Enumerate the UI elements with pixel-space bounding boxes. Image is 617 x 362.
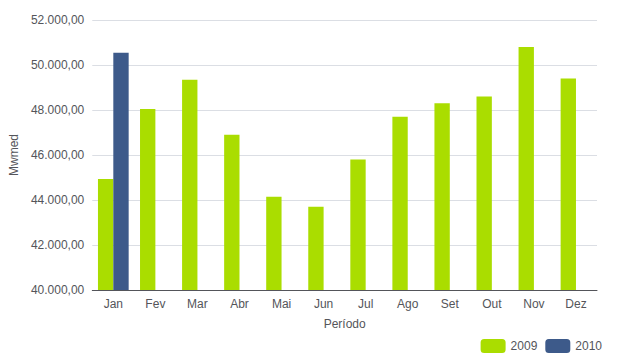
svg-text:Out: Out: [482, 297, 502, 311]
svg-text:Mai: Mai: [272, 297, 291, 311]
svg-text:Ago: Ago: [397, 297, 419, 311]
svg-text:Set: Set: [441, 297, 460, 311]
svg-text:Abr: Abr: [230, 297, 249, 311]
svg-text:Dez: Dez: [565, 297, 586, 311]
svg-text:Mwmed: Mwmed: [7, 134, 21, 176]
svg-text:52.000,00: 52.000,00: [31, 13, 85, 27]
svg-text:42.000,00: 42.000,00: [31, 238, 85, 252]
svg-text:Jun: Jun: [314, 297, 333, 311]
svg-text:Jan: Jan: [104, 297, 123, 311]
svg-text:48.000,00: 48.000,00: [31, 103, 85, 117]
svg-text:46.000,00: 46.000,00: [31, 148, 85, 162]
svg-text:50.000,00: 50.000,00: [31, 58, 85, 72]
svg-text:Período: Período: [324, 317, 366, 331]
svg-text:44.000,00: 44.000,00: [31, 193, 85, 207]
svg-text:2009: 2009: [511, 339, 538, 353]
svg-text:Jul: Jul: [358, 297, 373, 311]
svg-text:Mar: Mar: [187, 297, 208, 311]
svg-text:2010: 2010: [575, 339, 602, 353]
svg-text:Nov: Nov: [523, 297, 544, 311]
svg-text:Fev: Fev: [145, 297, 165, 311]
svg-text:40.000,00: 40.000,00: [31, 283, 85, 297]
